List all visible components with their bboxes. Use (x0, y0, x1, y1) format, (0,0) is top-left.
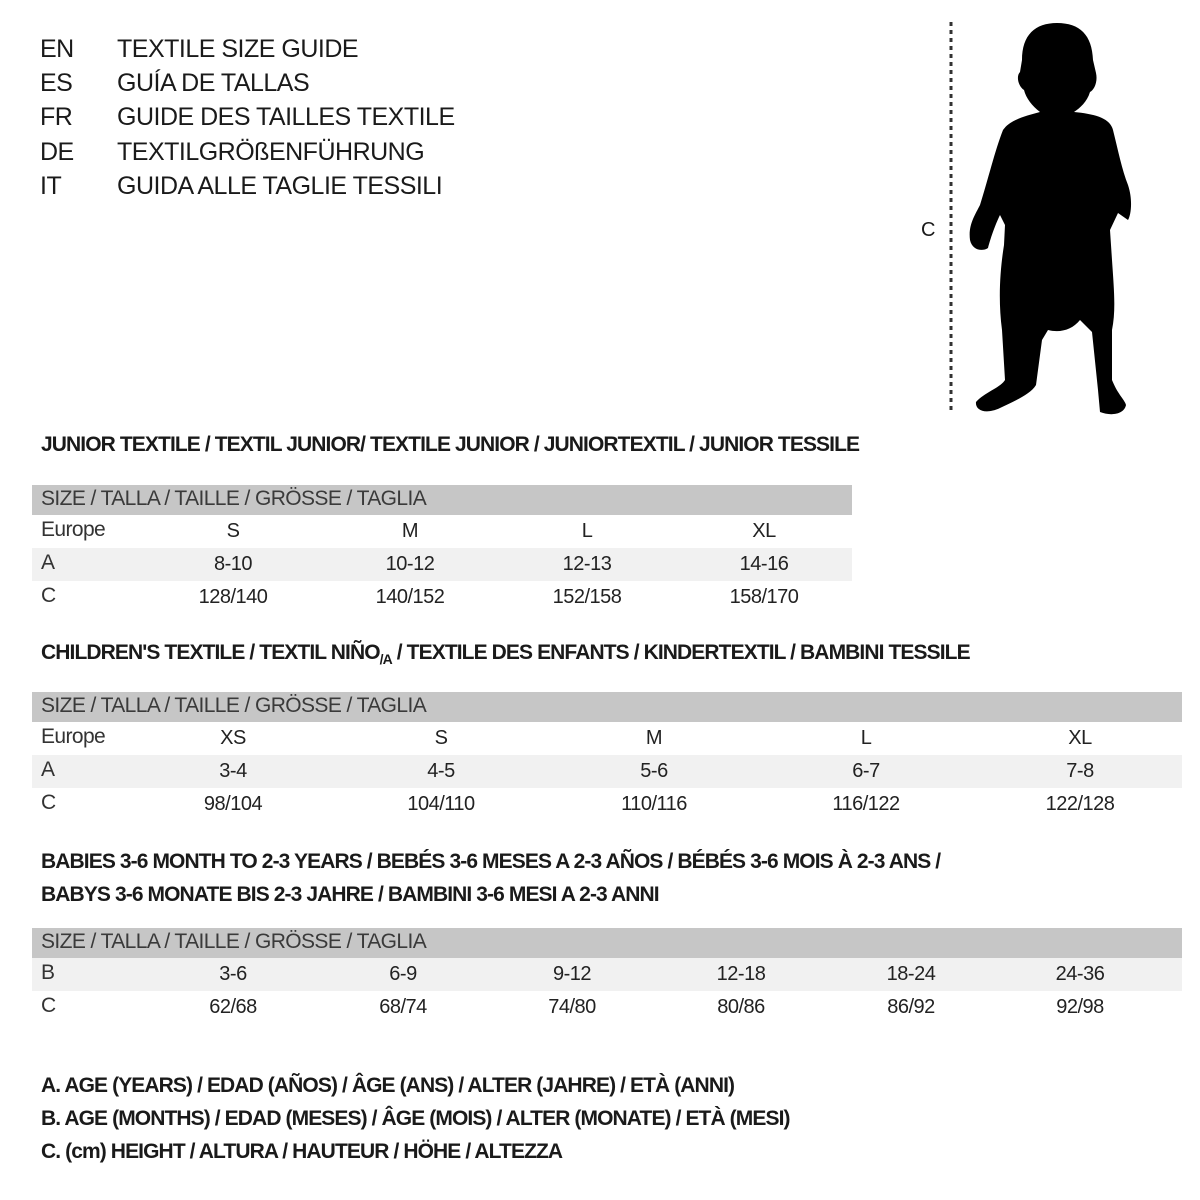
cell: S (434, 727, 448, 749)
lang-title: GUIDE DES TAILLES TEXTILE (117, 103, 455, 131)
height-measure-label: C (921, 219, 936, 241)
table-header-row: SIZE / TALLA / TAILLE / GRÖSSE / TAGLIA (32, 692, 1182, 722)
cell: 10-12 (385, 553, 435, 575)
title-sub: /A (379, 651, 393, 668)
cell: 9-12 (552, 963, 592, 985)
cell: 5-6 (640, 760, 668, 782)
cell: 74/80 (548, 996, 596, 1018)
junior-size-table: SIZE / TALLA / TAILLE / GRÖSSE / TAGLIA … (32, 485, 852, 614)
cell: 98/104 (203, 793, 263, 815)
cell: M (645, 727, 663, 749)
cell: XL (1068, 727, 1092, 749)
junior-section-title: JUNIOR TEXTILE / TEXTIL JUNIOR/ TEXTILE … (41, 433, 860, 456)
legend-note-a: A. AGE (YEARS) / EDAD (AÑOS) / ÂGE (ANS)… (41, 1074, 735, 1097)
table-header-row: SIZE / TALLA / TAILLE / GRÖSSE / TAGLIA (32, 928, 1182, 958)
children-section-title: CHILDREN'S TEXTILE / TEXTIL NIÑO/A / TEX… (41, 641, 971, 668)
table-row: C 62/68 68/74 74/80 80/86 86/92 92/98 (32, 991, 1182, 1024)
cell: 92/98 (1056, 996, 1104, 1018)
row-label: C (41, 791, 56, 814)
lang-code: ES (40, 69, 73, 97)
cell: 68/74 (379, 996, 427, 1018)
cell: 12-13 (562, 553, 612, 575)
header-label: SIZE / TALLA / TAILLE / GRÖSSE / TAGLIA (41, 930, 427, 953)
cell: 110/116 (621, 793, 687, 815)
cell: 6-9 (389, 963, 417, 985)
table-header-row: SIZE / TALLA / TAILLE / GRÖSSE / TAGLIA (32, 485, 852, 515)
title-part: CHILDREN'S TEXTILE / TEXTIL NIÑO (41, 641, 381, 664)
children-size-table: SIZE / TALLA / TAILLE / GRÖSSE / TAGLIA … (32, 692, 1182, 821)
cell: 122/128 (1045, 793, 1115, 815)
cell: 128/140 (198, 586, 268, 608)
cell: XL (752, 520, 776, 542)
table-row: B 3-6 6-9 9-12 12-18 18-24 24-36 (32, 958, 1182, 991)
lang-title: GUÍA DE TALLAS (117, 69, 310, 97)
table-row: C 98/104 104/110 110/116 116/122 122/128 (32, 788, 1182, 821)
lang-code: EN (40, 35, 74, 63)
cell: 140/152 (375, 586, 445, 608)
lang-title: GUIDA ALLE TAGLIE TESSILI (117, 172, 443, 200)
babies-size-table: SIZE / TALLA / TAILLE / GRÖSSE / TAGLIA … (32, 928, 1182, 1024)
cell: 86/92 (887, 996, 935, 1018)
cell: 4-5 (427, 760, 455, 782)
cell: XS (220, 727, 246, 749)
row-label: A (41, 758, 55, 781)
table-row: A 8-10 10-12 12-13 14-16 (32, 548, 852, 581)
cell: L (860, 727, 872, 749)
cell: M (401, 520, 419, 542)
child-silhouette-icon (949, 22, 1132, 415)
lang-code: FR (40, 103, 73, 131)
cell: S (226, 520, 240, 542)
cell: 62/68 (209, 996, 257, 1018)
cell: 3-6 (219, 963, 247, 985)
lang-title: TEXTILE SIZE GUIDE (117, 35, 359, 63)
table-row: Europe S M L XL (32, 515, 852, 548)
title-part: / TEXTILE DES ENFANTS / KINDERTEXTIL / B… (391, 641, 971, 664)
cell: 12-18 (716, 963, 766, 985)
cell: L (581, 520, 593, 542)
cell: 80/86 (717, 996, 765, 1018)
cell: 7-8 (1066, 760, 1094, 782)
row-label: Europe (41, 518, 106, 541)
cell: 104/110 (407, 793, 475, 815)
row-label: C (41, 584, 56, 607)
header-label: SIZE / TALLA / TAILLE / GRÖSSE / TAGLIA (41, 694, 427, 717)
cell: 6-7 (852, 760, 880, 782)
lang-code: IT (40, 172, 62, 200)
legend-note-c: C. (cm) HEIGHT / ALTURA / HAUTEUR / HÖHE… (41, 1140, 563, 1163)
babies-section-title: BABYS 3-6 MONATE BIS 2-3 JAHRE / BAMBINI… (41, 883, 660, 906)
cell: 8-10 (213, 553, 253, 575)
cell: 24-36 (1055, 963, 1105, 985)
row-label: Europe (41, 725, 106, 748)
header-label: SIZE / TALLA / TAILLE / GRÖSSE / TAGLIA (41, 487, 427, 510)
cell: 158/170 (729, 586, 799, 608)
row-label: A (41, 551, 55, 574)
babies-section-title: BABIES 3-6 MONTH TO 2-3 YEARS / BEBÉS 3-… (41, 850, 941, 873)
row-label: B (41, 961, 55, 984)
lang-title: TEXTILGRÖßENFÜHRUNG (117, 138, 425, 166)
table-row: C 128/140 140/152 152/158 158/170 (32, 581, 852, 614)
cell: 14-16 (739, 553, 789, 575)
cell: 3-4 (219, 760, 247, 782)
lang-code: DE (40, 138, 74, 166)
cell: 116/122 (832, 793, 900, 815)
row-label: C (41, 994, 56, 1017)
cell: 152/158 (552, 586, 622, 608)
table-row: A 3-4 4-5 5-6 6-7 7-8 (32, 755, 1182, 788)
legend-note-b: B. AGE (MONTHS) / EDAD (MESES) / ÂGE (MO… (41, 1107, 791, 1130)
table-row: Europe XS S M L XL (32, 722, 1182, 755)
cell: 18-24 (886, 963, 936, 985)
